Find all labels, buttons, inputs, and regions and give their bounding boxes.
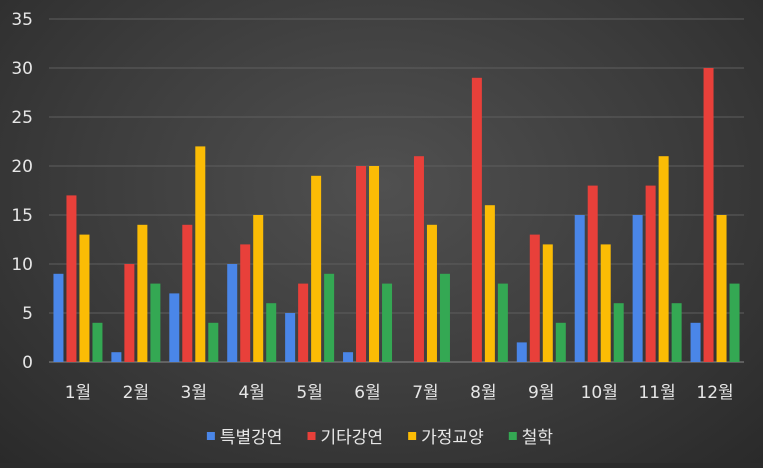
bars [53,68,740,363]
bar [324,273,335,362]
y-tick-label: 35 [11,10,33,30]
y-tick-label: 10 [11,255,33,275]
x-axis-ticks: 1월 2월 3월 4월 5월 6월 7월 8월 9월 10월 11월 12월 [65,383,734,403]
legend-item: 가정교양 [408,428,484,448]
bar [439,273,450,362]
bar [240,244,251,362]
bar [285,313,296,362]
bar [484,205,495,362]
bar [169,293,180,362]
bar [703,68,714,362]
x-tick-label: 7월 [412,383,438,403]
bar [79,234,90,362]
bar [150,283,161,362]
x-tick-label: 8월 [470,383,496,403]
bar [413,156,424,362]
bar [124,264,135,362]
bar [516,342,527,362]
bar [716,215,727,362]
legend-label: 철학 [522,428,554,448]
legend-item: 철학 [508,428,554,448]
y-tick-label: 15 [11,206,33,226]
x-tick-label: 10월 [581,383,618,403]
legend-swatch [508,432,517,440]
legend-item: 기타강연 [307,428,384,448]
bar [195,146,206,362]
x-tick-label: 2월 [123,383,149,403]
x-tick-label: 3월 [181,383,207,403]
bar [227,264,238,362]
legend-label: 가정교양 [421,428,484,448]
bar [298,283,309,362]
bar [369,166,380,362]
bar [587,185,598,362]
bar [382,283,393,362]
bar [613,303,624,362]
bar [542,244,553,362]
x-tick-label: 9월 [528,383,554,403]
bar [497,283,508,362]
legend-label: 기타강연 [321,428,384,448]
x-tick-label: 12월 [696,383,733,403]
bar [53,273,64,362]
y-tick-label: 5 [22,304,33,324]
bar [426,224,437,362]
y-tick-label: 30 [11,59,33,79]
x-tick-label: 1월 [65,383,91,403]
bar [311,175,322,362]
legend-label: 특별강연 [220,428,283,448]
bar [471,77,482,363]
bar [658,156,669,362]
bar [632,215,643,362]
y-tick-label: 25 [11,108,33,128]
x-tick-label: 11월 [638,383,675,403]
bar [529,234,540,362]
x-tick-label: 5월 [296,383,322,403]
bar [182,224,193,362]
bar [600,244,611,362]
x-tick-label: 6월 [354,383,380,403]
grid-lines [49,18,744,363]
bar [690,322,701,362]
legend-item: 특별강연 [206,428,283,448]
legend: 특별강연 기타강연 가정교양 철학 [206,428,554,448]
bar [253,215,264,362]
bar [645,185,656,362]
bar [729,283,740,362]
y-tick-label: 0 [22,353,33,373]
legend-swatch [307,432,316,440]
legend-swatch [408,432,417,440]
x-tick-label: 4월 [238,383,264,403]
bar [137,224,148,362]
bar [111,352,122,362]
bar [671,303,682,362]
bar [574,215,585,362]
y-tick-label: 20 [11,157,33,177]
legend-swatch [206,432,215,440]
bar [555,322,566,362]
bar [343,352,354,362]
bar [66,195,77,362]
y-axis-ticks: 0 5 10 15 20 25 30 35 [11,10,33,373]
bar [356,166,367,362]
bar [208,322,219,362]
bar [266,303,277,362]
bar [92,322,103,362]
